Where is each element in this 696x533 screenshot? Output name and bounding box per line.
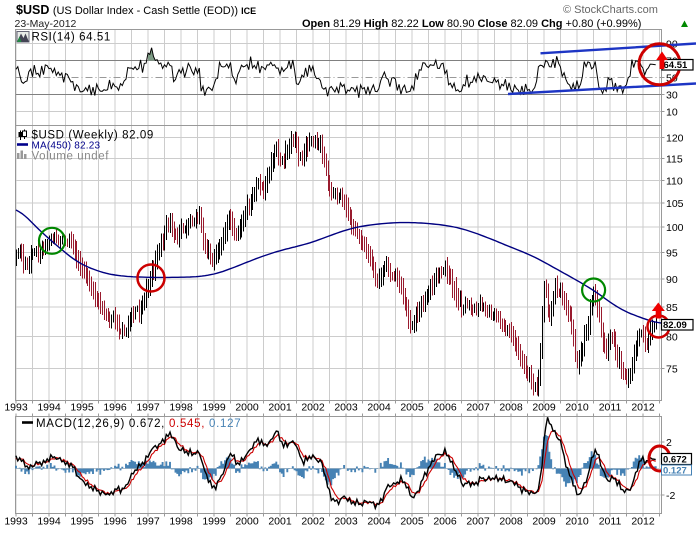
svg-text:MA(450) 82.23: MA(450) 82.23 bbox=[32, 141, 101, 152]
svg-text:2001: 2001 bbox=[268, 516, 292, 528]
svg-text:1998: 1998 bbox=[169, 402, 193, 414]
svg-text:2006: 2006 bbox=[433, 516, 457, 528]
svg-text:120: 120 bbox=[666, 133, 684, 145]
svg-text:2008: 2008 bbox=[499, 402, 523, 414]
svg-text:Volume undef: Volume undef bbox=[32, 151, 110, 163]
svg-text:23-May-2012: 23-May-2012 bbox=[15, 18, 77, 30]
svg-text:1997: 1997 bbox=[136, 516, 160, 528]
svg-text:115: 115 bbox=[666, 154, 683, 166]
svg-text:2011: 2011 bbox=[599, 516, 622, 528]
svg-text:2005: 2005 bbox=[400, 516, 424, 528]
svg-text:2000: 2000 bbox=[235, 402, 259, 414]
svg-text:1997: 1997 bbox=[136, 402, 160, 414]
svg-text:2011: 2011 bbox=[599, 402, 622, 414]
svg-text:1995: 1995 bbox=[70, 516, 94, 528]
svg-text:2002: 2002 bbox=[301, 402, 325, 414]
svg-text:2007: 2007 bbox=[466, 402, 490, 414]
svg-text:1999: 1999 bbox=[202, 402, 226, 414]
svg-text:75: 75 bbox=[666, 363, 678, 375]
svg-text:2006: 2006 bbox=[433, 402, 457, 414]
svg-text:10: 10 bbox=[666, 107, 678, 119]
svg-text:RSI(14) 64.51: RSI(14) 64.51 bbox=[32, 32, 111, 44]
svg-text:1999: 1999 bbox=[202, 516, 226, 528]
svg-text:95: 95 bbox=[666, 247, 678, 259]
svg-text:80: 80 bbox=[666, 332, 678, 344]
svg-text:30: 30 bbox=[666, 90, 678, 102]
svg-text:2003: 2003 bbox=[334, 516, 358, 528]
svg-text:0.672: 0.672 bbox=[663, 455, 687, 466]
svg-text:1995: 1995 bbox=[70, 402, 94, 414]
svg-text:1993: 1993 bbox=[4, 516, 28, 528]
svg-text:2008: 2008 bbox=[499, 516, 523, 528]
svg-text:85: 85 bbox=[666, 302, 678, 314]
svg-text:1993: 1993 bbox=[4, 402, 28, 414]
svg-text:1994: 1994 bbox=[37, 516, 61, 528]
svg-text:2005: 2005 bbox=[400, 402, 424, 414]
svg-text:1996: 1996 bbox=[103, 516, 127, 528]
svg-text:2009: 2009 bbox=[532, 402, 556, 414]
svg-text:2001: 2001 bbox=[268, 402, 292, 414]
svg-text:1998: 1998 bbox=[169, 516, 193, 528]
svg-text:0.127: 0.127 bbox=[663, 466, 687, 477]
svg-text:50: 50 bbox=[666, 73, 678, 85]
svg-text:MACD(12,26,9) 0.672, 0.545, 0.: MACD(12,26,9) 0.672, 0.545, 0.127 bbox=[36, 418, 241, 430]
svg-text:© StockCharts.com: © StockCharts.com bbox=[563, 4, 658, 16]
svg-text:2009: 2009 bbox=[532, 516, 556, 528]
svg-text:-2: -2 bbox=[666, 490, 675, 502]
svg-text:2010: 2010 bbox=[565, 516, 589, 528]
svg-text:2010: 2010 bbox=[565, 402, 589, 414]
svg-text:2: 2 bbox=[666, 437, 672, 449]
svg-text:64.51: 64.51 bbox=[664, 60, 688, 71]
svg-text:2003: 2003 bbox=[334, 402, 358, 414]
svg-text:1994: 1994 bbox=[37, 402, 61, 414]
svg-text:100: 100 bbox=[666, 222, 684, 234]
svg-text:82.09: 82.09 bbox=[663, 320, 687, 331]
svg-text:90: 90 bbox=[666, 274, 678, 286]
svg-text:110: 110 bbox=[666, 175, 683, 187]
svg-text:2007: 2007 bbox=[466, 516, 490, 528]
svg-text:2002: 2002 bbox=[301, 516, 325, 528]
svg-text:$USD (Weekly) 82.09: $USD (Weekly) 82.09 bbox=[32, 130, 154, 142]
svg-text:1996: 1996 bbox=[103, 402, 127, 414]
svg-text:Open 81.29 High 82.22 Low 80.9: Open 81.29 High 82.22 Low 80.90 Close 82… bbox=[302, 18, 641, 30]
svg-text:2004: 2004 bbox=[367, 516, 391, 528]
svg-text:2000: 2000 bbox=[235, 516, 259, 528]
svg-text:2012: 2012 bbox=[631, 516, 655, 528]
svg-text:2004: 2004 bbox=[367, 402, 391, 414]
svg-text:105: 105 bbox=[666, 198, 684, 210]
svg-text:2012: 2012 bbox=[631, 402, 655, 414]
svg-text:$USD (US Dollar Index - Cash S: $USD (US Dollar Index - Cash Settle (EOD… bbox=[16, 3, 256, 17]
